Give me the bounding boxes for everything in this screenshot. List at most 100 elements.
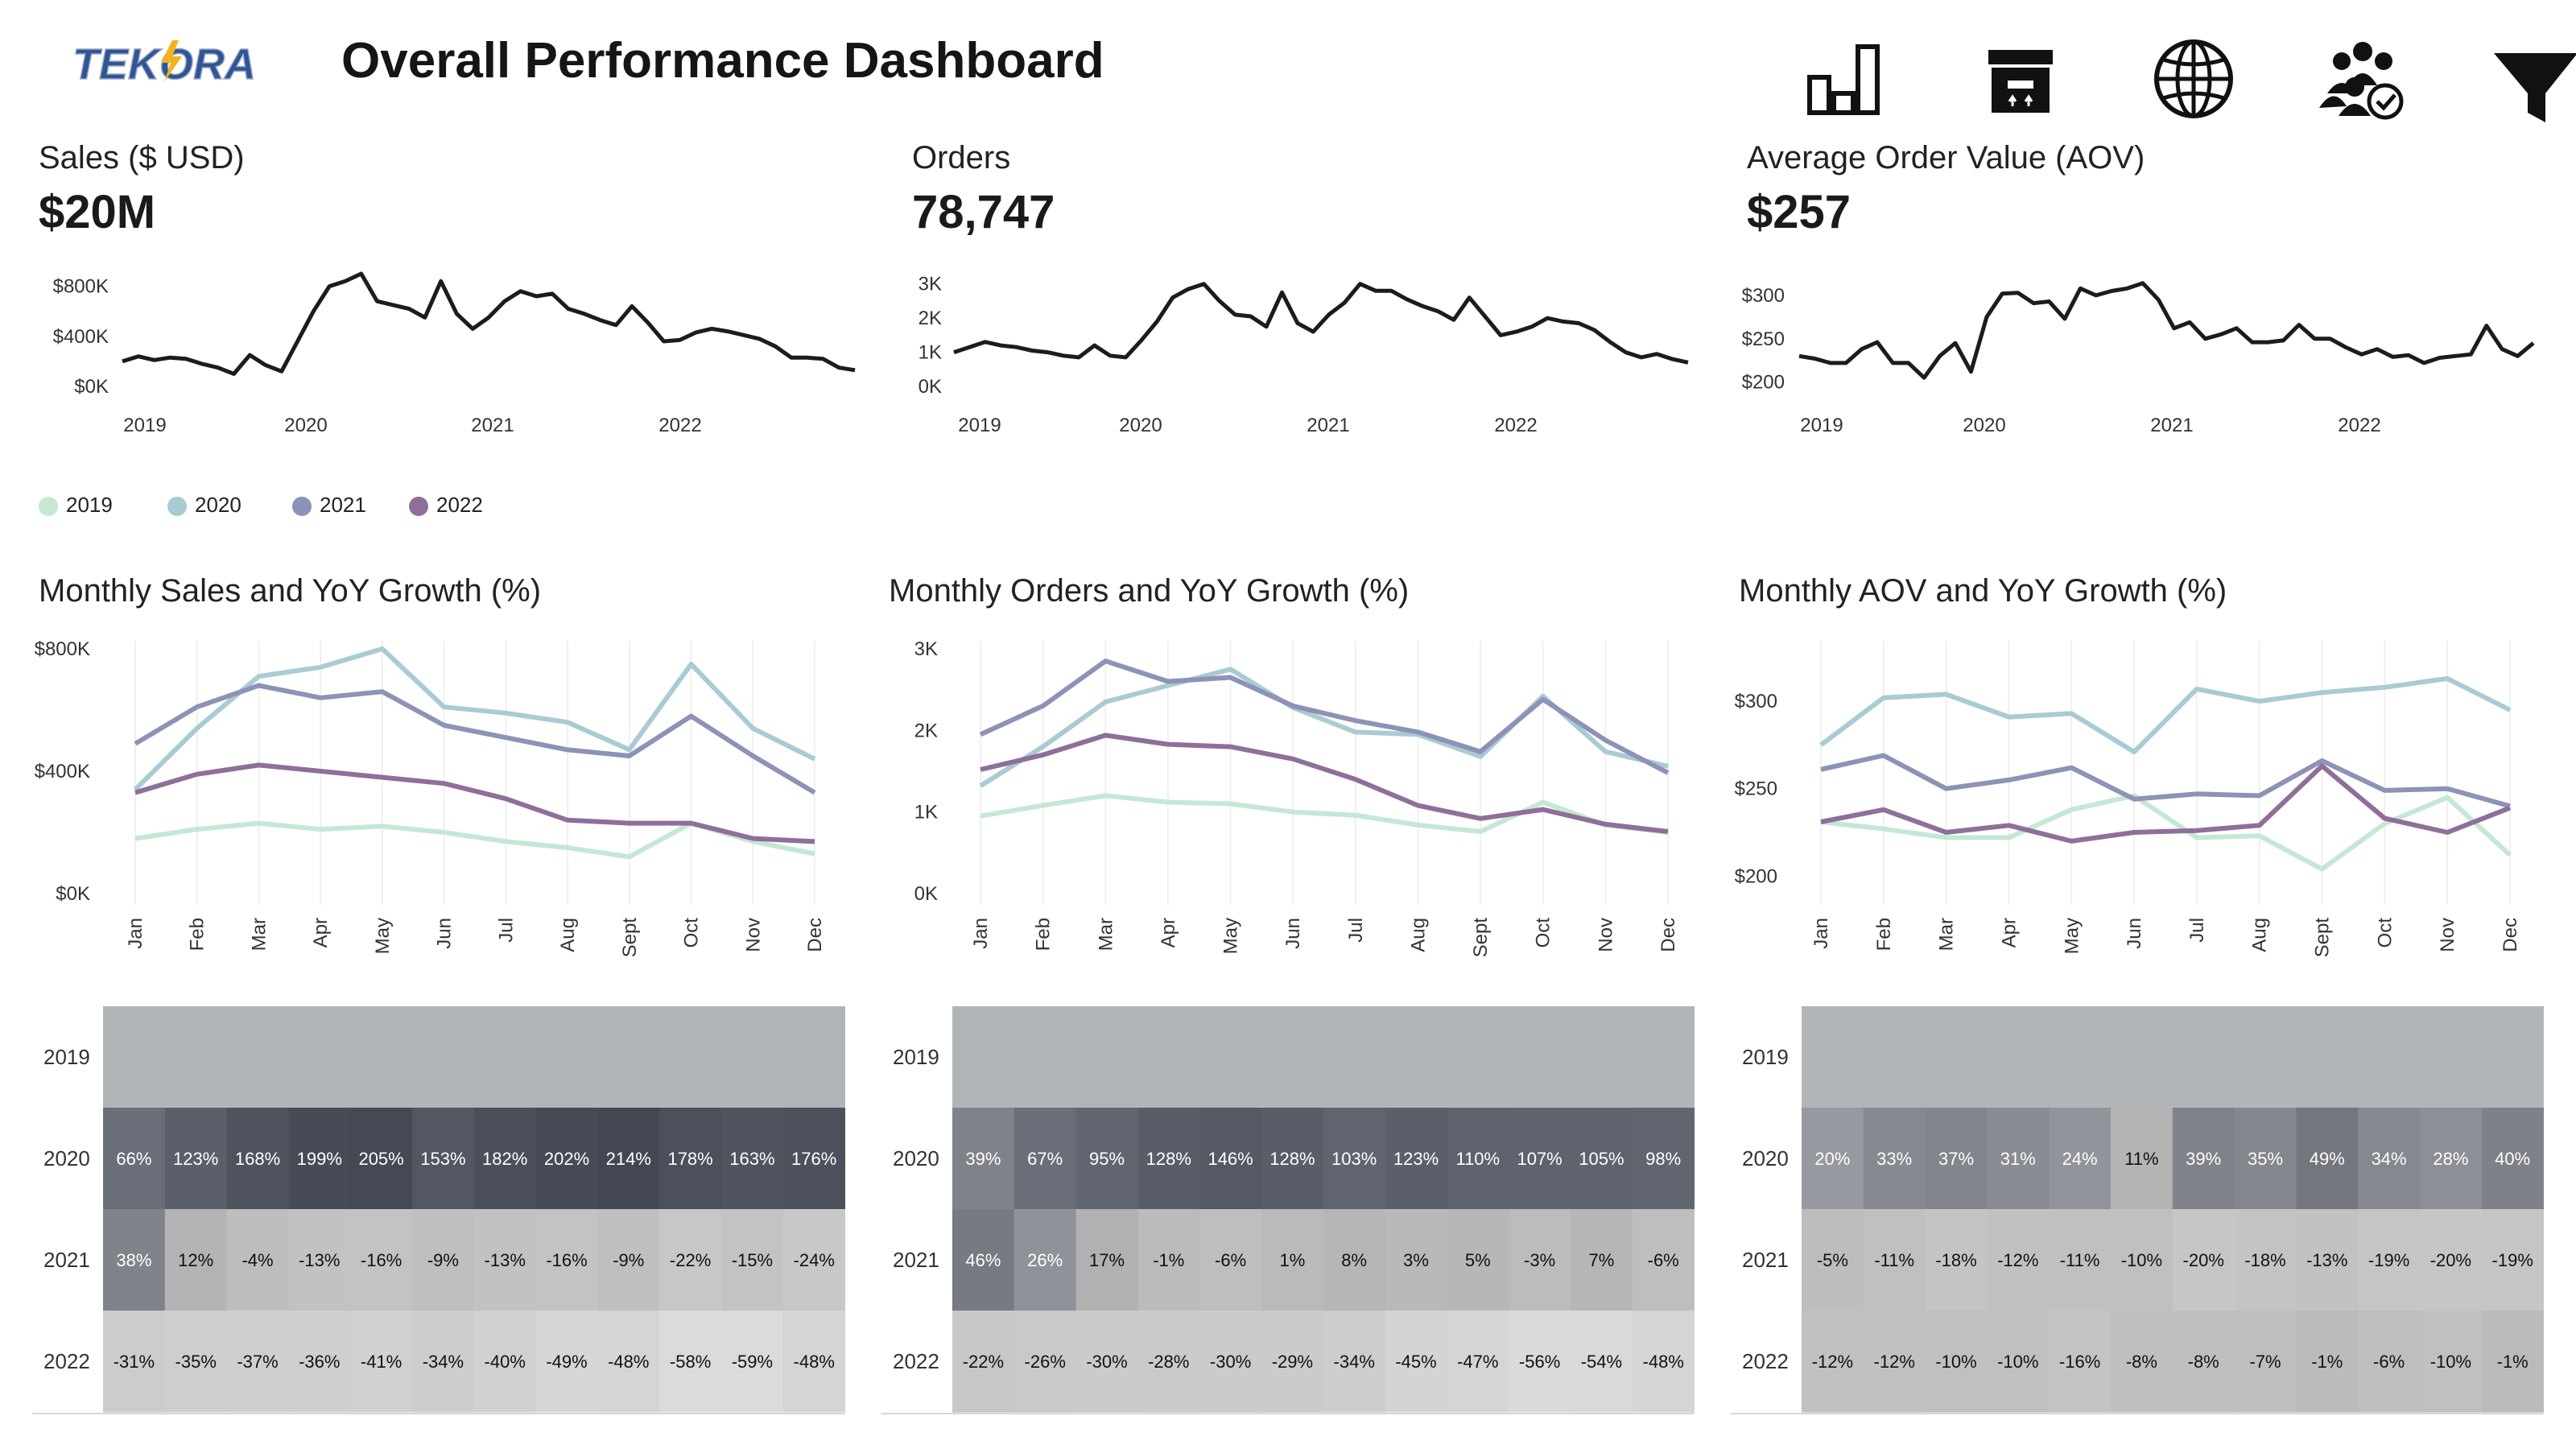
orders-table-cell <box>1075 1209 1138 1311</box>
aov-monthly-y-tick: $300 <box>1735 691 1777 712</box>
orders-table-cell <box>1261 1311 1324 1413</box>
sales-monthly-x-tick: Aug <box>557 918 579 952</box>
aov-table-cell-value: -19% <box>2492 1250 2533 1270</box>
sales-table-cell <box>659 1311 722 1413</box>
aov-table-cell <box>2172 1006 2235 1108</box>
sales-table-cell <box>350 1311 413 1413</box>
orders-table-cell <box>1509 1311 1571 1413</box>
sales-table-cell-value: 182% <box>482 1149 527 1169</box>
aov-table-cell <box>1802 1108 1864 1210</box>
customers-icon[interactable] <box>2314 29 2411 126</box>
sales-table-cell <box>782 1006 845 1108</box>
orders-table-cell <box>1385 1311 1447 1413</box>
orders-trend-x-tick: 2019 <box>958 415 1001 436</box>
sales-monthly-x-tick: Oct <box>681 918 703 948</box>
aov-table-cell <box>1925 1311 1988 1413</box>
orders-table-cell-value: 1% <box>1280 1250 1306 1270</box>
sales-table-cell <box>288 1311 351 1413</box>
aov-table-cell-value: 11% <box>2124 1149 2158 1169</box>
monthly-sales-chart: $0K $400K $800K Jan Feb Mar Apr May Jun Jul Aug Sep… <box>35 638 826 957</box>
aov-table-cell-value: -12% <box>1997 1250 2038 1270</box>
orders-monthly-x-tick: Jan <box>970 918 992 949</box>
sales-table-cell <box>473 1209 537 1311</box>
orders-table-cell <box>1323 1311 1386 1413</box>
legend-label-2021: 2021 <box>320 493 366 517</box>
sales-trend-x-tick: 2021 <box>471 415 514 436</box>
orders-table-cell <box>1137 1311 1200 1413</box>
aov-table-cell-value: -8% <box>2188 1352 2219 1372</box>
aov-table-cell <box>2358 1108 2421 1210</box>
sales-table-cell-value: -34% <box>423 1352 464 1372</box>
orders-table-cell-value: -1% <box>1153 1250 1184 1270</box>
aov-table-cell-value: 40% <box>2495 1149 2530 1169</box>
aov-series-2020-line <box>1819 675 2512 755</box>
sales-table-cell <box>412 1311 475 1413</box>
orders-table-cell <box>1509 1006 1571 1108</box>
orders-monthly-y-tick: 1K <box>914 802 938 824</box>
sales-table-cell-value: -36% <box>299 1352 340 1372</box>
orders-table-cell <box>1137 1209 1200 1311</box>
package-icon[interactable] <box>1972 29 2069 126</box>
aov-table-cell <box>2296 1209 2359 1311</box>
aov-trend-y-tick: $200 <box>1742 372 1785 394</box>
aov-trend-line <box>1798 281 2535 380</box>
sales-table-cell-value: -58% <box>670 1352 711 1372</box>
legend-dot-2022 <box>409 497 428 516</box>
orders-table-row-label: 2020 <box>893 1146 939 1170</box>
orders-table-cell-value: 98% <box>1645 1149 1681 1169</box>
orders-trend-y-tick: 0K <box>919 376 942 398</box>
sales-table-cell-value: 123% <box>173 1149 218 1169</box>
orders-table-cell-value: 8% <box>1341 1250 1367 1270</box>
orders-table-cell-value: -6% <box>1215 1250 1246 1270</box>
sales-monthly-x-tick: Jun <box>434 918 456 949</box>
aov-series-2022-line <box>1820 763 2512 844</box>
aov-table-cell <box>2111 1006 2174 1108</box>
sales-table-cell-value: -37% <box>237 1352 278 1372</box>
orders-table-cell <box>1137 1006 1200 1108</box>
aov-table-cell-value: -19% <box>2368 1250 2409 1270</box>
sales-table-cell <box>473 1108 537 1210</box>
orders-table-cell-value: -48% <box>1643 1352 1684 1372</box>
aov-table-cell-value: -20% <box>2183 1250 2224 1270</box>
orders-table-cell <box>1261 1108 1324 1210</box>
orders-monthly-x-tick: Jun <box>1282 918 1304 949</box>
aov-table-cell-value: 37% <box>1938 1149 1974 1169</box>
monthly-orders-chart: 0K 1K 2K 3K Jan Feb Mar Apr May Jun Jul Aug Sept Oct N… <box>914 638 1679 957</box>
orders-trend-x-tick: 2020 <box>1119 415 1162 436</box>
sales-table-cell <box>782 1108 845 1210</box>
sales-table-cell <box>721 1209 784 1311</box>
sales-table-cell-value: -48% <box>794 1352 835 1372</box>
aov-table-cell <box>1925 1108 1988 1210</box>
aov-table-cell <box>2481 1006 2544 1108</box>
sales-table-cell <box>288 1006 351 1108</box>
orders-yoy-table: 2019 2020 39% 67% 95% 128% 146% 128% 103% 123% 110… <box>881 1006 1695 1414</box>
aov-monthly-x-tick: Jul <box>2186 918 2208 943</box>
sales-table-cell-value: 199% <box>297 1149 342 1169</box>
sales-trend-x-tick: 2020 <box>284 415 327 436</box>
orders-table-cell-value: -6% <box>1648 1250 1679 1270</box>
aov-table-cell-value: 39% <box>2186 1149 2221 1169</box>
sales-trend-y-tick: $0K <box>74 376 109 398</box>
orders-table-cell-value: -45% <box>1395 1352 1436 1372</box>
aov-table-cell <box>1863 1209 1926 1311</box>
aov-table-cell-value: -10% <box>2121 1250 2162 1270</box>
orders-monthly-x-tick: Apr <box>1158 918 1179 947</box>
globe-icon[interactable] <box>2145 29 2242 126</box>
sales-table-row-label: 2020 <box>43 1146 90 1170</box>
orders-trend-y-tick: 3K <box>919 274 942 295</box>
aov-table-cell-value: -5% <box>1817 1250 1848 1270</box>
monthly-aov-title: Monthly AOV and YoY Growth (%) <box>1739 573 2227 609</box>
aov-table-cell <box>2234 1311 2297 1413</box>
orders-table-cell <box>1447 1108 1509 1210</box>
orders-monthly-x-tick: Mar <box>1095 918 1117 951</box>
aov-table-cell <box>1987 1311 2050 1413</box>
aov-table-cell <box>1802 1311 1864 1413</box>
orders-table-cell-value: 5% <box>1465 1250 1491 1270</box>
bar-chart-icon[interactable] <box>1795 29 1892 126</box>
sales-table-cell <box>782 1311 845 1413</box>
dashboard-title: Overall Performance Dashboard <box>341 33 1104 89</box>
aov-table-row-label: 2019 <box>1742 1045 1789 1069</box>
filter-icon[interactable] <box>2487 29 2576 126</box>
aov-table-cell <box>2111 1209 2174 1311</box>
sales-trend-x-tick: 2019 <box>123 415 166 436</box>
